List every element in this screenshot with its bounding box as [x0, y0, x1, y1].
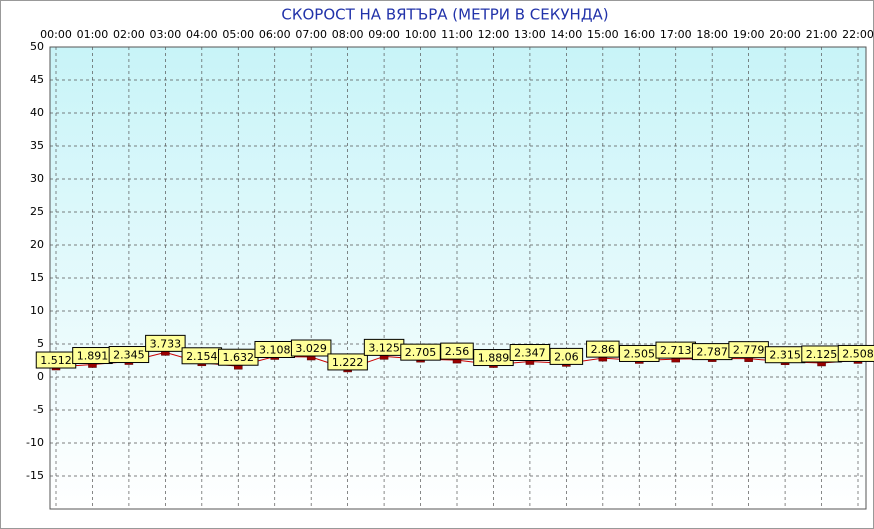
x-tick-label: 11:00	[441, 28, 473, 41]
value-label-box	[145, 334, 186, 352]
x-tick-label: 19:00	[733, 28, 765, 41]
value-label: 2.705	[405, 346, 437, 359]
y-tick-label: 5	[37, 337, 44, 350]
value-label: 2.56	[445, 345, 470, 358]
value-label-box	[327, 353, 368, 371]
x-tick-label: 17:00	[660, 28, 692, 41]
value-label: 2.787	[696, 346, 728, 359]
value-label: 2.154	[186, 350, 218, 363]
x-tick-label: 20:00	[769, 28, 801, 41]
x-tick-label: 00:00	[40, 28, 72, 41]
value-label: 1.891	[77, 350, 109, 363]
x-tick-label: 01:00	[77, 28, 109, 41]
value-label-box	[837, 344, 874, 362]
value-label: 2.347	[514, 347, 546, 360]
x-tick-label: 12:00	[478, 28, 510, 41]
x-tick-label: 05:00	[222, 28, 254, 41]
x-tick-label: 06:00	[259, 28, 291, 41]
x-tick-label: 02:00	[113, 28, 145, 41]
x-tick-label: 09:00	[368, 28, 400, 41]
value-label: 2.86	[591, 343, 616, 356]
y-tick-label: 30	[30, 172, 44, 185]
value-label: 2.505	[624, 347, 656, 360]
value-label: 2.713	[660, 344, 692, 357]
value-label-box	[549, 347, 584, 365]
x-tick-label: 14:00	[551, 28, 583, 41]
value-label: 1.222	[332, 356, 364, 369]
value-label-box	[290, 339, 332, 357]
y-tick-label: -15	[26, 469, 44, 482]
x-tick-label: 10:00	[405, 28, 437, 41]
x-tick-label: 13:00	[514, 28, 546, 41]
value-label: 2.345	[113, 349, 145, 362]
chart-title: СКОРОСТ НА ВЯТЪРА (МЕТРИ В СЕКУНДА)	[281, 6, 608, 24]
value-label: 2.779	[733, 344, 765, 357]
value-label-box	[108, 346, 150, 364]
x-tick-label: 15:00	[587, 28, 619, 41]
y-tick-label: 0	[37, 370, 44, 383]
x-tick-label: 22:00	[842, 28, 874, 41]
value-label: 2.125	[806, 348, 838, 361]
x-tick-label: 08:00	[332, 28, 364, 41]
x-tick-label: 04:00	[186, 28, 218, 41]
value-label: 3.125	[368, 341, 400, 354]
x-tick-label: 21:00	[806, 28, 838, 41]
value-label: 1.512	[40, 354, 72, 367]
y-tick-label: 10	[30, 304, 44, 317]
value-label: 2.06	[554, 350, 579, 363]
value-label: 1.632	[223, 351, 255, 364]
value-label: 2.508	[842, 347, 874, 360]
y-tick-label: 25	[30, 205, 44, 218]
value-label: 3.733	[150, 337, 182, 350]
x-tick-label: 18:00	[696, 28, 728, 41]
y-tick-label: -10	[26, 436, 44, 449]
value-label: 3.029	[295, 342, 327, 355]
x-tick-label: 16:00	[623, 28, 655, 41]
value-label: 2.315	[769, 349, 801, 362]
y-tick-label: 50	[30, 40, 44, 53]
x-tick-label: 07:00	[295, 28, 327, 41]
y-tick-label: -5	[33, 403, 44, 416]
value-label: 3.108	[259, 343, 291, 356]
y-tick-label: 35	[30, 139, 44, 152]
value-label: 1.889	[478, 352, 510, 365]
y-tick-label: 40	[30, 106, 44, 119]
x-tick-label: 03:00	[150, 28, 182, 41]
y-tick-label: 45	[30, 73, 44, 86]
y-tick-label: 15	[30, 271, 44, 284]
y-tick-label: 20	[30, 238, 44, 251]
